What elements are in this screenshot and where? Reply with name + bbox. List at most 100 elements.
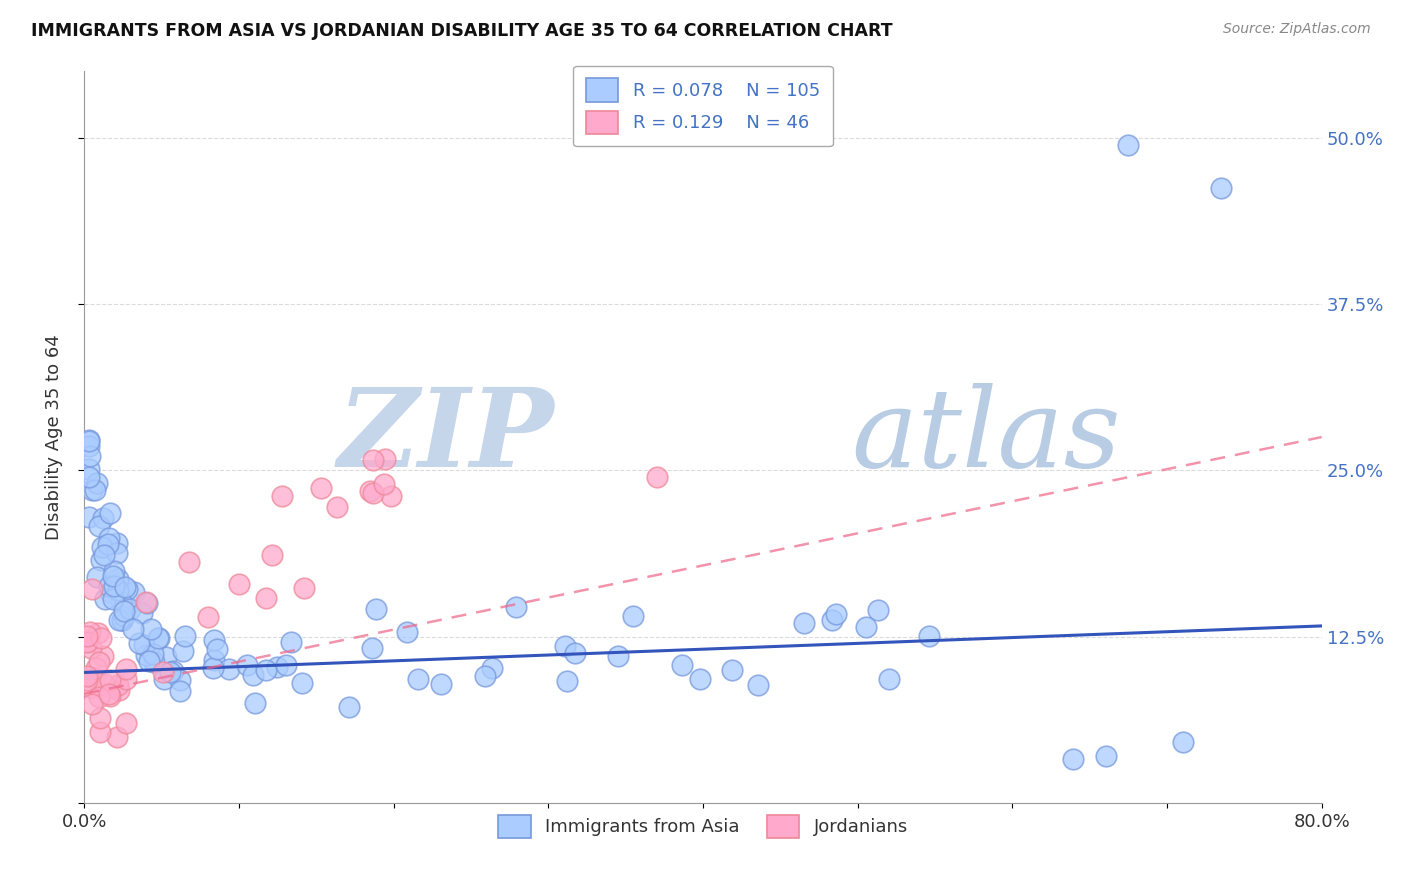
Point (141, 622, 163, 636)
Point (122, 622, 145, 636)
Point (93, 548, 115, 562)
Point (79, 625, 101, 640)
Point (80, 582, 103, 596)
Point (76, 669, 98, 683)
Point (671, 658, 693, 673)
Point (793, 616, 815, 631)
Point (98, 531, 121, 545)
Point (76, 635, 98, 649)
Point (107, 677, 129, 691)
Point (918, 629, 941, 643)
Point (235, 658, 257, 673)
Point (87, 519, 110, 533)
Point (117, 582, 139, 597)
Point (120, 602, 142, 616)
Point (205, 642, 228, 657)
Point (174, 629, 197, 643)
Point (380, 489, 402, 503)
Y-axis label: Disability Age 35 to 64: Disability Age 35 to 64 (45, 334, 63, 540)
Point (77, 439, 100, 453)
Point (621, 609, 644, 624)
Point (429, 677, 451, 691)
Point (172, 644, 194, 658)
Point (243, 696, 266, 710)
Point (1062, 752, 1084, 766)
Point (76, 635, 98, 649)
Point (855, 619, 877, 633)
Point (645, 470, 668, 484)
Point (77, 510, 100, 524)
Point (395, 624, 418, 639)
Point (218, 662, 240, 676)
Point (242, 667, 264, 681)
Point (363, 486, 385, 500)
Point (747, 678, 769, 692)
Point (142, 647, 165, 661)
Point (79, 449, 101, 463)
Point (86, 569, 108, 583)
Point (105, 536, 128, 550)
Point (80, 640, 103, 655)
Point (162, 664, 184, 678)
Point (89, 725, 111, 739)
Point (135, 648, 157, 662)
Point (98, 506, 121, 520)
Point (90, 552, 112, 566)
Point (337, 700, 360, 714)
Point (77, 433, 100, 447)
Text: IMMIGRANTS FROM ASIA VS JORDANIAN DISABILITY AGE 35 TO 64 CORRELATION CHART: IMMIGRANTS FROM ASIA VS JORDANIAN DISABI… (31, 22, 893, 40)
Point (134, 638, 156, 652)
Point (131, 606, 153, 620)
Point (138, 655, 160, 669)
Point (77, 434, 100, 448)
Point (105, 730, 128, 744)
Point (90, 631, 112, 645)
Point (564, 646, 586, 660)
Point (108, 613, 131, 627)
Point (228, 576, 250, 591)
Point (89, 655, 111, 669)
Point (146, 631, 169, 645)
Point (115, 662, 138, 676)
Point (271, 489, 294, 503)
Point (148, 631, 170, 645)
Point (868, 603, 890, 617)
Point (103, 569, 125, 583)
Point (108, 683, 131, 698)
Point (80, 680, 103, 694)
Point (505, 600, 527, 615)
Point (110, 595, 132, 609)
Point (103, 578, 125, 592)
Point (142, 655, 165, 669)
Point (557, 673, 579, 688)
Point (91, 511, 114, 525)
Point (720, 663, 742, 677)
Point (481, 660, 503, 674)
Point (406, 672, 429, 686)
Text: ZIP: ZIP (337, 384, 554, 491)
Point (87, 690, 110, 705)
Point (291, 676, 314, 690)
Point (98, 579, 121, 593)
Point (1209, 181, 1232, 195)
Point (83, 671, 105, 685)
Point (82, 483, 104, 497)
Point (374, 451, 396, 466)
Point (364, 602, 387, 616)
Point (97, 537, 120, 551)
Point (159, 665, 181, 679)
Point (80, 698, 103, 712)
Point (202, 633, 225, 648)
Point (135, 595, 157, 609)
Point (360, 640, 382, 655)
Point (169, 683, 191, 698)
Point (607, 649, 630, 664)
Point (105, 545, 128, 559)
Point (152, 672, 174, 686)
Point (98, 673, 121, 688)
Point (103, 591, 125, 606)
Point (76, 629, 98, 643)
Point (93, 677, 115, 691)
Point (373, 477, 395, 491)
Point (274, 658, 297, 673)
